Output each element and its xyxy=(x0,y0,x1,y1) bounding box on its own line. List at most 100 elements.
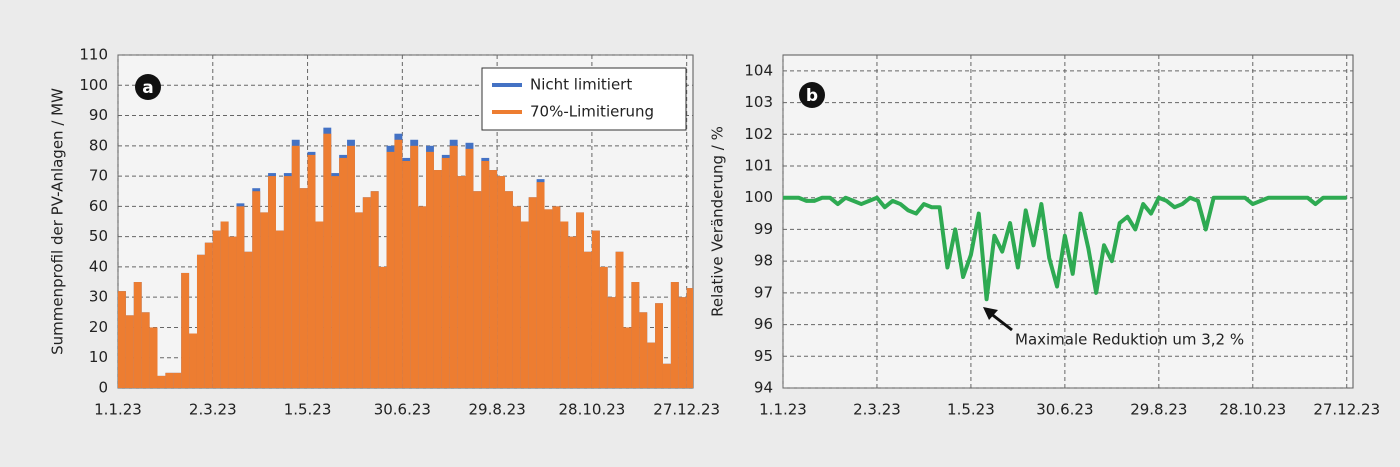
bar xyxy=(639,312,648,388)
bar xyxy=(204,242,213,388)
bar xyxy=(670,282,679,388)
bar xyxy=(299,188,308,388)
x-tick-label: 27.12.23 xyxy=(1313,401,1380,419)
y-tick-label: 98 xyxy=(754,252,773,270)
bar xyxy=(607,297,616,388)
y-tick-label: 80 xyxy=(89,136,108,154)
bar xyxy=(173,372,182,388)
bar xyxy=(449,145,458,388)
bar xyxy=(481,160,490,388)
x-tick-label: 28.10.23 xyxy=(559,401,626,419)
bar xyxy=(599,266,608,388)
bar xyxy=(591,230,600,388)
y-axis-label: Summenprofil der PV-Anlagen / MW xyxy=(49,88,67,355)
bar xyxy=(576,212,585,388)
badge-label: b xyxy=(806,86,818,106)
y-tick-label: 101 xyxy=(744,157,773,175)
y-tick-label: 20 xyxy=(89,318,108,336)
bar xyxy=(252,191,261,388)
annotation-arrow xyxy=(989,311,1013,332)
x-tick-label: 2.3.23 xyxy=(853,401,901,419)
bar xyxy=(315,221,324,388)
bar xyxy=(181,272,190,388)
y-tick-label: 60 xyxy=(89,197,108,215)
y-tick-label: 103 xyxy=(744,93,773,111)
bar xyxy=(283,176,292,388)
bar xyxy=(118,291,126,388)
bar xyxy=(544,209,553,388)
bar xyxy=(568,236,577,388)
bar xyxy=(339,157,348,388)
bar xyxy=(228,236,237,388)
y-tick-label: 100 xyxy=(79,76,108,94)
bar xyxy=(497,176,506,388)
bar xyxy=(489,170,498,388)
y-tick-label: 99 xyxy=(754,220,773,238)
bar xyxy=(378,266,387,388)
y-tick-label: 0 xyxy=(98,379,108,397)
bar xyxy=(394,139,403,388)
y-tick-label: 104 xyxy=(744,61,773,79)
bar xyxy=(275,230,284,388)
bar xyxy=(552,206,561,388)
bar xyxy=(165,372,174,388)
y-tick-label: 30 xyxy=(89,288,108,306)
bar xyxy=(307,154,316,388)
bar xyxy=(536,182,545,388)
y-tick-label: 102 xyxy=(744,125,773,143)
bar xyxy=(189,333,197,388)
bar xyxy=(678,297,687,388)
bar xyxy=(465,148,474,388)
bar xyxy=(505,191,513,388)
bar xyxy=(149,327,158,388)
x-tick-label: 28.10.23 xyxy=(1219,401,1286,419)
x-tick-label: 1.5.23 xyxy=(284,401,332,419)
bar xyxy=(686,288,693,388)
x-tick-label: 1.1.23 xyxy=(94,401,142,419)
bar xyxy=(528,197,537,388)
bar xyxy=(655,303,663,388)
bar xyxy=(141,312,150,388)
bar xyxy=(441,157,450,388)
bar xyxy=(220,221,229,388)
y-tick-label: 97 xyxy=(754,283,773,301)
x-tick-label: 27.12.23 xyxy=(653,401,720,419)
bar xyxy=(260,212,269,388)
y-tick-label: 50 xyxy=(89,227,108,245)
x-tick-label: 1.5.23 xyxy=(947,401,995,419)
bar xyxy=(418,206,427,388)
line xyxy=(783,195,1347,302)
bar xyxy=(457,176,466,388)
bar xyxy=(560,221,569,388)
bar xyxy=(473,191,482,388)
plot-area-b xyxy=(782,54,1354,389)
bar xyxy=(268,176,276,388)
y-tick-label: 90 xyxy=(89,106,108,124)
annotation: Maximale Reduktion um 3,2 % xyxy=(1015,331,1244,349)
bar xyxy=(584,251,592,388)
y-tick-label: 95 xyxy=(754,347,773,365)
bar xyxy=(615,251,624,388)
bar xyxy=(631,282,640,388)
y-tick-label: 110 xyxy=(79,46,108,64)
x-tick-label: 29.8.23 xyxy=(1130,401,1187,419)
legend-label: Nicht limitiert xyxy=(530,76,632,94)
y-tick-label: 40 xyxy=(89,257,108,275)
bar xyxy=(212,230,221,388)
x-tick-label: 30.6.23 xyxy=(374,401,431,419)
annotation-arrowhead xyxy=(983,307,998,320)
bar xyxy=(196,254,205,388)
bar xyxy=(323,133,332,388)
bar xyxy=(331,176,340,388)
bar xyxy=(402,160,411,388)
bar xyxy=(386,151,395,388)
bar xyxy=(354,212,363,388)
bar xyxy=(433,170,442,388)
y-tick-label: 96 xyxy=(754,315,773,333)
x-tick-label: 29.8.23 xyxy=(468,401,525,419)
bar xyxy=(347,145,355,388)
bar xyxy=(291,145,300,388)
bar xyxy=(410,145,419,388)
bar xyxy=(244,251,253,388)
